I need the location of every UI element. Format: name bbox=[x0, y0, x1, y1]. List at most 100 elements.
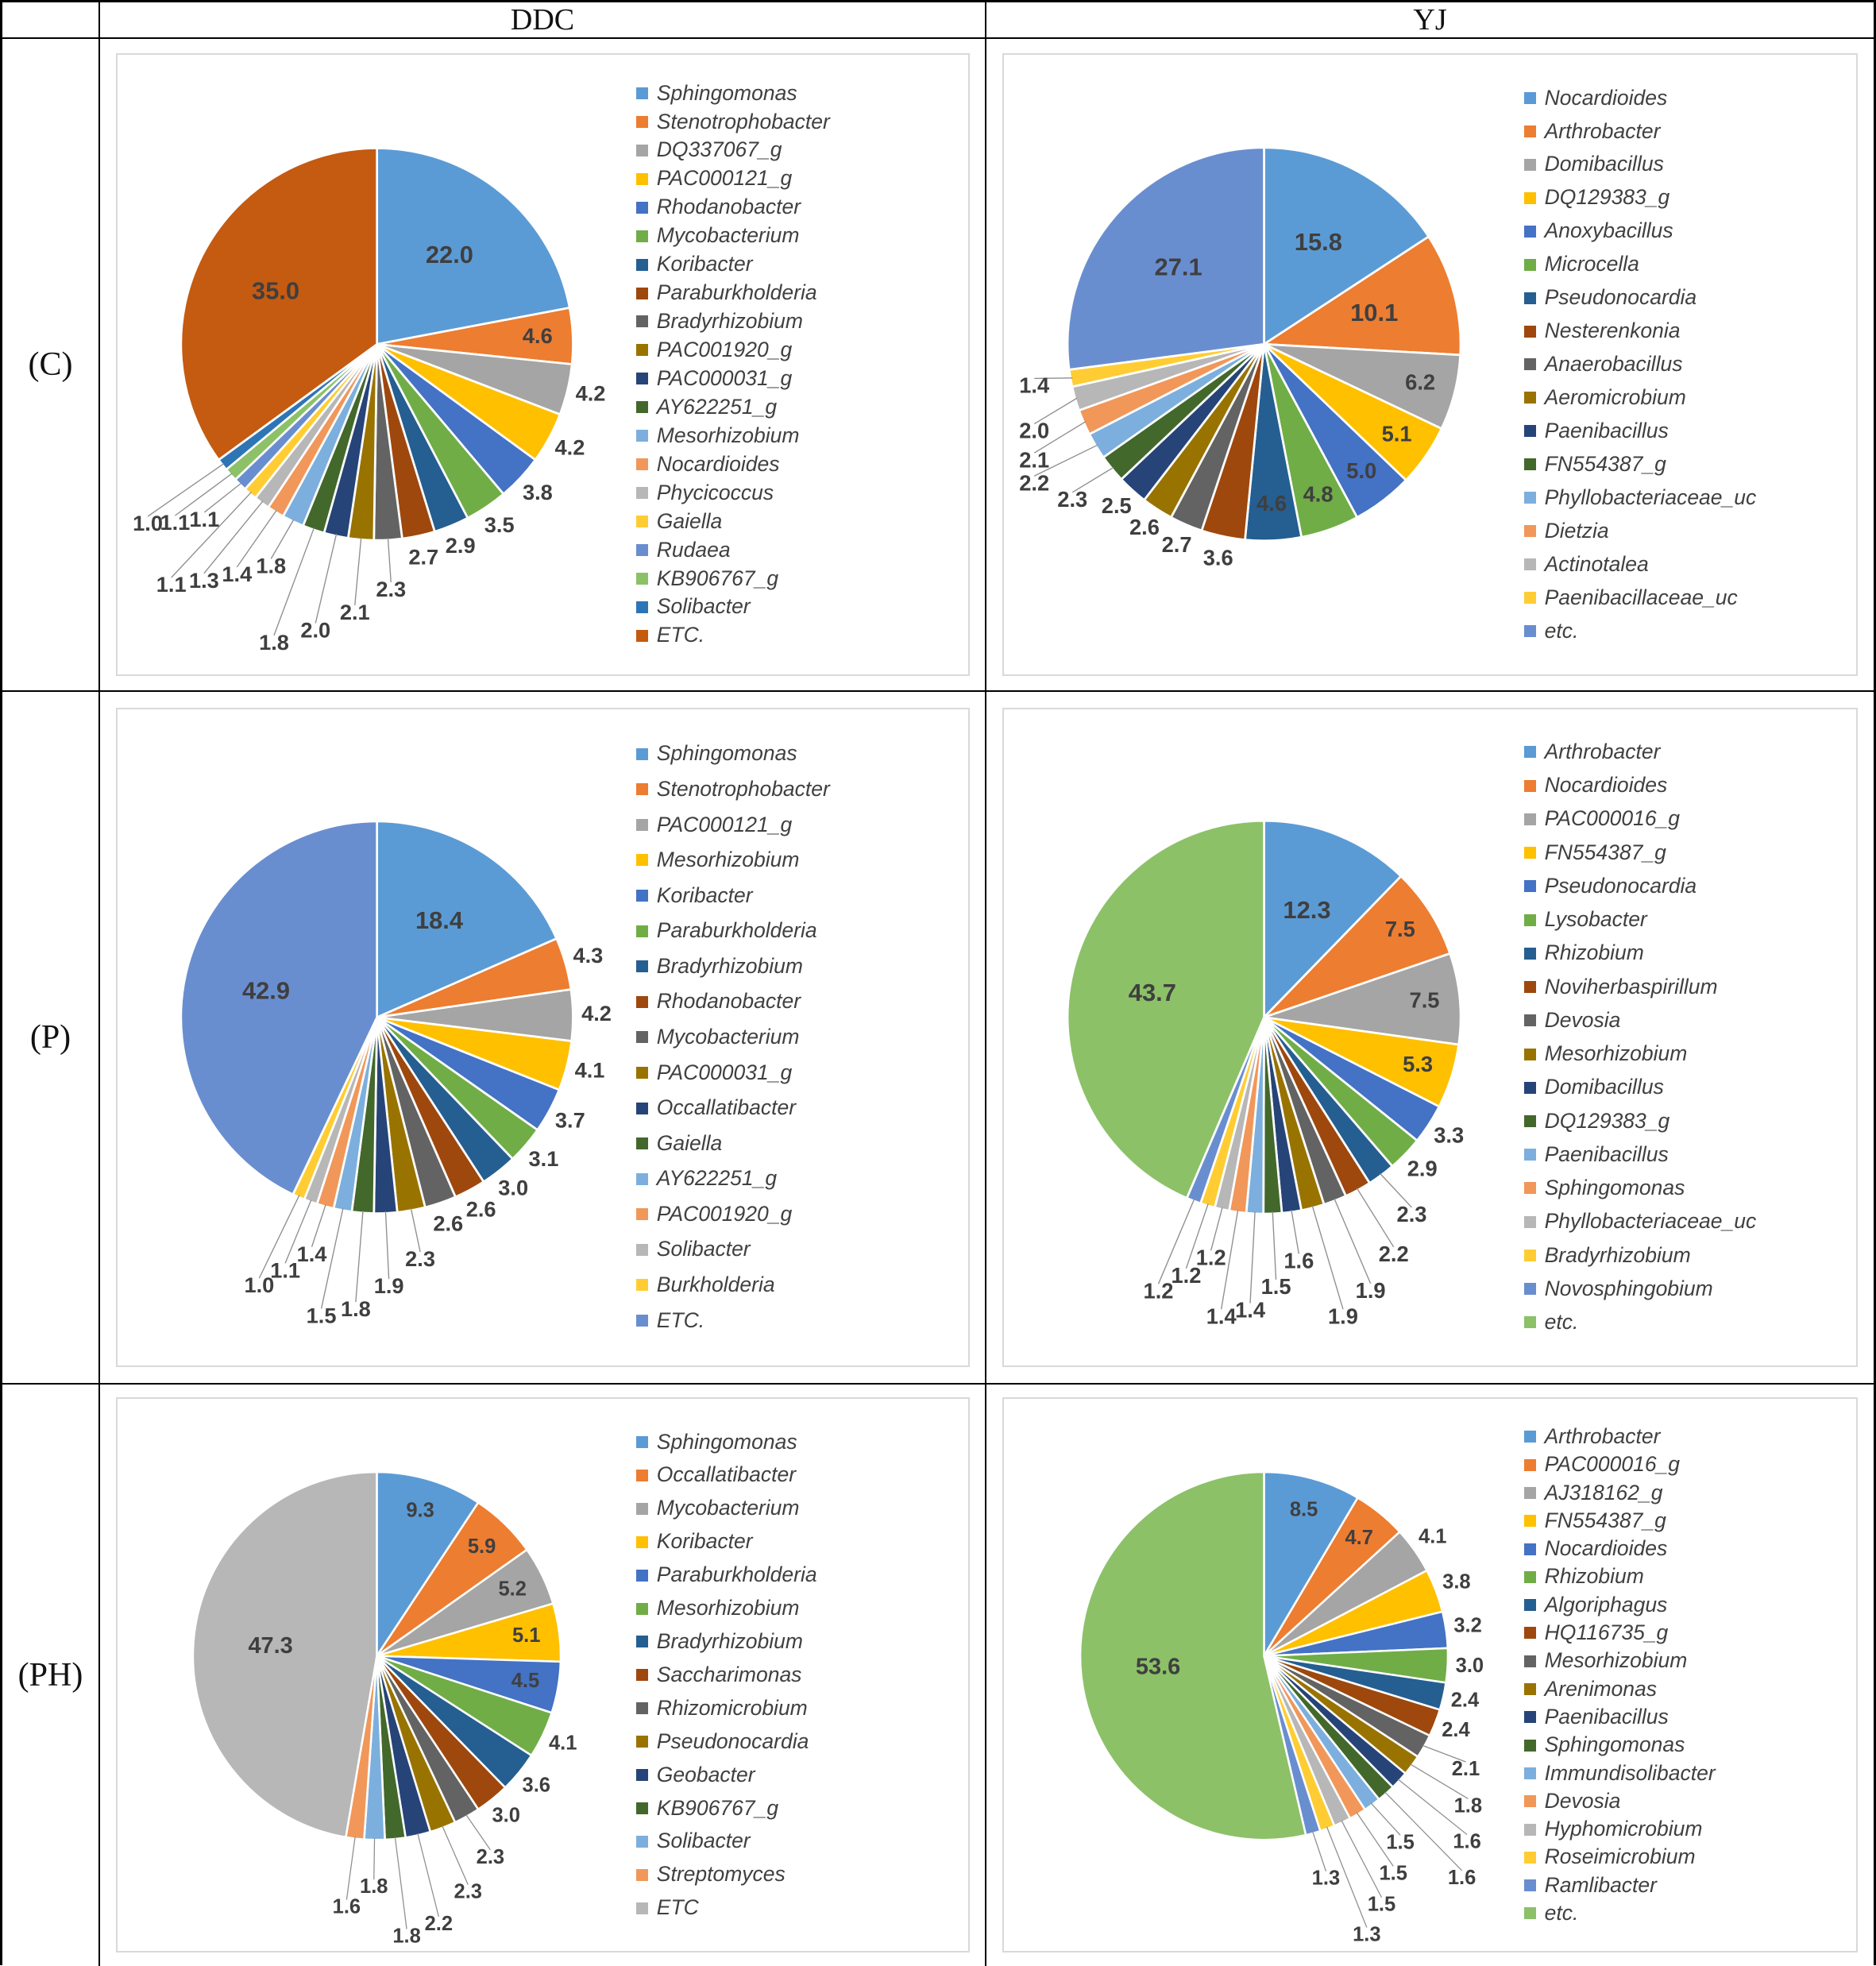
legend-label: Mycobacterium bbox=[656, 1496, 800, 1520]
legend-label: KB906767_g bbox=[656, 566, 779, 590]
label-leader-line bbox=[284, 1199, 311, 1264]
label-leader-line bbox=[1370, 1803, 1401, 1837]
legend-item: Paenibacillus bbox=[1523, 1705, 1851, 1728]
legend-label: ETC. bbox=[656, 623, 705, 647]
legend-item: Devosia bbox=[1523, 1790, 1851, 1813]
pie-slice bbox=[375, 820, 558, 1019]
legend-color-swatch-icon bbox=[1523, 458, 1536, 471]
legend-item: Rhizobium bbox=[1523, 1566, 1851, 1588]
legend-color-swatch-icon bbox=[635, 1243, 648, 1256]
chart-legend: Sphingomonas Occallatibacter Mycobacterium… bbox=[635, 1399, 968, 1951]
legend-item: DQ129383_g bbox=[1523, 187, 1851, 209]
legend-label: Mesorhizobium bbox=[1544, 1041, 1688, 1066]
legend-item: Pseudonocardia bbox=[1523, 875, 1851, 898]
legend-color-swatch-icon bbox=[635, 1902, 648, 1914]
legend-color-swatch-icon bbox=[1523, 1543, 1536, 1555]
data-label: 43.7 bbox=[1128, 979, 1175, 1006]
legend-color-swatch-icon bbox=[1523, 1767, 1536, 1779]
data-label: 1.5 bbox=[1386, 1832, 1414, 1854]
legend-color-swatch-icon bbox=[635, 315, 648, 328]
pie-slice bbox=[1066, 819, 1265, 1199]
legend-item: FN554387_g bbox=[1523, 1509, 1851, 1532]
chart-legend: Sphingomonas Stenotrophobacter PAC000121_g… bbox=[635, 709, 968, 1366]
data-label: 2.5 bbox=[1101, 493, 1131, 518]
legend-label: Occallatibacter bbox=[656, 1462, 797, 1487]
pie-slice bbox=[1262, 1471, 1359, 1660]
chart-cell-p-ddc: 18.4 4.3 4.2 4.1 3.7 3.1 3.0 2.6 2.6 2.3 1.9 1.8 1.5… bbox=[100, 692, 986, 1385]
pie-slice bbox=[1260, 235, 1461, 357]
data-label: 5.9 bbox=[468, 1535, 496, 1558]
legend-label: Geobacter bbox=[656, 1762, 755, 1786]
data-label: 1.8 bbox=[259, 630, 289, 655]
legend-item: Devosia bbox=[1523, 1009, 1851, 1032]
legend-color-swatch-icon bbox=[1523, 592, 1536, 604]
legend-item: Solibacter bbox=[635, 596, 962, 618]
data-label: 12.3 bbox=[1283, 896, 1330, 924]
legend-item: AY622251_g bbox=[635, 396, 962, 419]
legend-color-swatch-icon bbox=[635, 629, 648, 642]
data-label: 3.3 bbox=[1434, 1122, 1464, 1147]
label-leader-line bbox=[441, 1825, 469, 1886]
data-label: 1.5 bbox=[1260, 1274, 1291, 1299]
pie-area: 12.3 7.5 7.5 5.3 3.3 2.9 2.3 2.2 1.9 1.9 1.6 1.5 1.4… bbox=[1004, 709, 1524, 1366]
label-leader-line bbox=[1290, 1209, 1299, 1254]
data-label: 3.1 bbox=[528, 1146, 558, 1171]
legend-color-swatch-icon bbox=[1523, 1711, 1536, 1724]
label-leader-line bbox=[1210, 1207, 1223, 1251]
legend-color-swatch-icon bbox=[1523, 1431, 1536, 1443]
legend-item: Nesterenkonia bbox=[1523, 319, 1851, 343]
legend-color-swatch-icon bbox=[1523, 392, 1536, 404]
data-label: 1.4 bbox=[296, 1242, 326, 1266]
legend-color-swatch-icon bbox=[635, 890, 648, 902]
legend-item: Paraburkholderia bbox=[635, 1563, 962, 1586]
data-label: 4.1 bbox=[574, 1057, 604, 1082]
legend-item: Nocardioides bbox=[1523, 1537, 1851, 1560]
data-label: 1.6 bbox=[1447, 1867, 1475, 1889]
legend-color-swatch-icon bbox=[1523, 1182, 1536, 1195]
pie-chart-c-ddc: 22.0 4.6 4.2 4.2 3.8 3.5 2.9 2.7 2.3 2.1 2.0 1.8 1.8… bbox=[115, 53, 970, 676]
header-col-ddc: DDC bbox=[100, 2, 986, 39]
legend-label: Noviherbaspirillum bbox=[1544, 974, 1718, 998]
label-leader-line bbox=[394, 1837, 407, 1930]
chart-cell-ph-ddc: 9.3 5.9 5.2 5.1 4.5 4.1 3.6 3.0 2.3 2.3 2.2 1.8 1.8 1… bbox=[100, 1385, 986, 1966]
data-label: 1.1 bbox=[270, 1257, 300, 1282]
data-label: 4.6 bbox=[522, 323, 552, 348]
legend-label: Hyphomicrobium bbox=[1544, 1817, 1703, 1841]
legend-color-swatch-icon bbox=[1523, 1599, 1536, 1612]
legend-label: Solibacter bbox=[656, 1237, 751, 1261]
legend-label: Nesterenkonia bbox=[1544, 319, 1681, 343]
label-leader-line bbox=[465, 1814, 491, 1851]
label-leader-line bbox=[320, 1207, 343, 1309]
legend-label: Sphingomonas bbox=[1544, 1176, 1685, 1200]
legend-color-swatch-icon bbox=[635, 572, 648, 585]
legend-color-swatch-icon bbox=[635, 201, 648, 214]
data-label: 1.1 bbox=[189, 507, 219, 531]
label-leader-line bbox=[1384, 1791, 1462, 1871]
legend-item: Arthrobacter bbox=[1523, 740, 1851, 763]
data-label: 2.3 bbox=[376, 577, 406, 601]
legend-label: Solibacter bbox=[656, 1829, 751, 1853]
pie-slice bbox=[1066, 146, 1265, 372]
legend-color-swatch-icon bbox=[635, 373, 648, 385]
legend-label: Mesorhizobium bbox=[656, 848, 800, 872]
legend-item: etc. bbox=[1523, 1902, 1851, 1925]
legend-color-swatch-icon bbox=[1523, 292, 1536, 304]
legend-color-swatch-icon bbox=[635, 818, 648, 831]
pie-slice bbox=[191, 1471, 378, 1839]
legend-item: etc. bbox=[1523, 620, 1851, 643]
legend-label: Koribacter bbox=[656, 883, 753, 907]
label-leader-line bbox=[1311, 1205, 1344, 1310]
legend-color-swatch-icon bbox=[635, 1702, 648, 1715]
label-leader-line bbox=[384, 1211, 389, 1279]
legend-item: Nocardioides bbox=[635, 453, 962, 476]
legend-item: AJ318162_g bbox=[1523, 1481, 1851, 1504]
legend-item: Rhodanobacter bbox=[635, 196, 962, 218]
legend-label: FN554387_g bbox=[1544, 451, 1666, 476]
label-leader-line bbox=[345, 1837, 356, 1901]
legend-item: Arthrobacter bbox=[1523, 120, 1851, 143]
legend-color-swatch-icon bbox=[1523, 1879, 1536, 1892]
legend-color-swatch-icon bbox=[1523, 981, 1536, 994]
data-label: 1.4 bbox=[1235, 1297, 1266, 1322]
legend-label: Paenibacillus bbox=[1544, 418, 1669, 442]
pie-slice bbox=[179, 147, 378, 462]
